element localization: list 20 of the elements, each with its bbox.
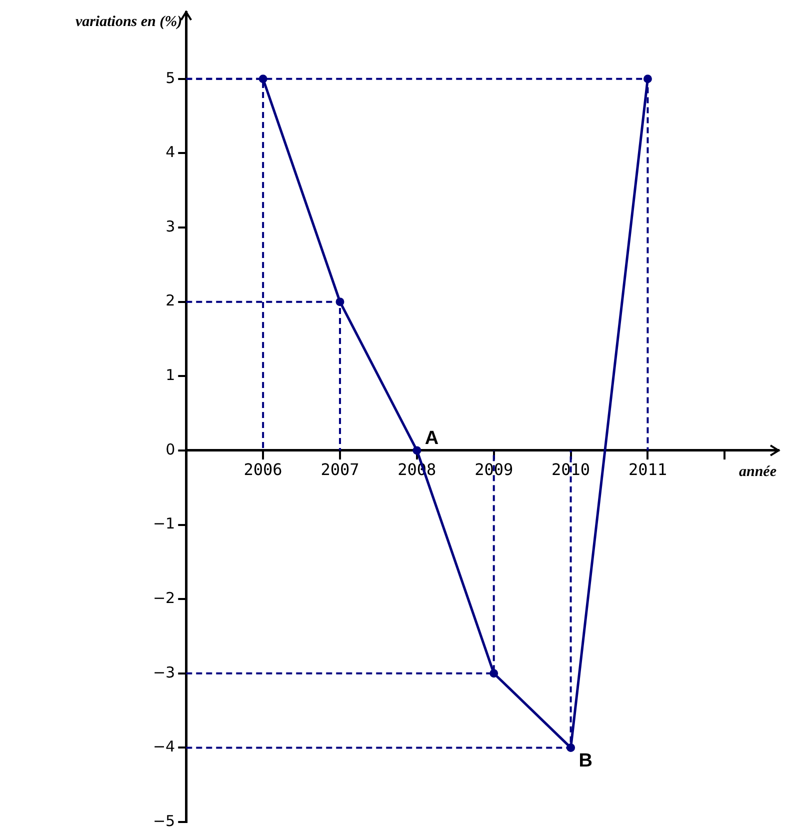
y-tick-label: −4 [152,738,176,756]
x-tick-label: 2009 [474,460,514,480]
y-tick-label: −2 [152,588,176,607]
y-tick-label: 0 [166,440,176,458]
x-axis-title: année [739,464,777,480]
annotation: A [424,428,439,450]
x-tick-label: 2006 [244,460,282,480]
x-tick-label: 2010 [552,460,590,480]
x-tick-label: 2011 [628,460,667,480]
y-tick-label: −1 [152,514,176,533]
y-tick-label: −5 [152,812,176,830]
y-tick-label: 3 [166,217,176,236]
annotation: B [578,750,593,772]
y-tick-label: −3 [152,663,176,682]
y-tick-label: 4 [166,143,176,162]
y-axis-title: variations en (%) [75,14,182,30]
x-tick-label: 2007 [320,460,360,480]
y-tick-label: 2 [166,292,176,310]
y-tick-label: 5 [166,68,176,87]
y-tick-label: 1 [166,366,176,384]
